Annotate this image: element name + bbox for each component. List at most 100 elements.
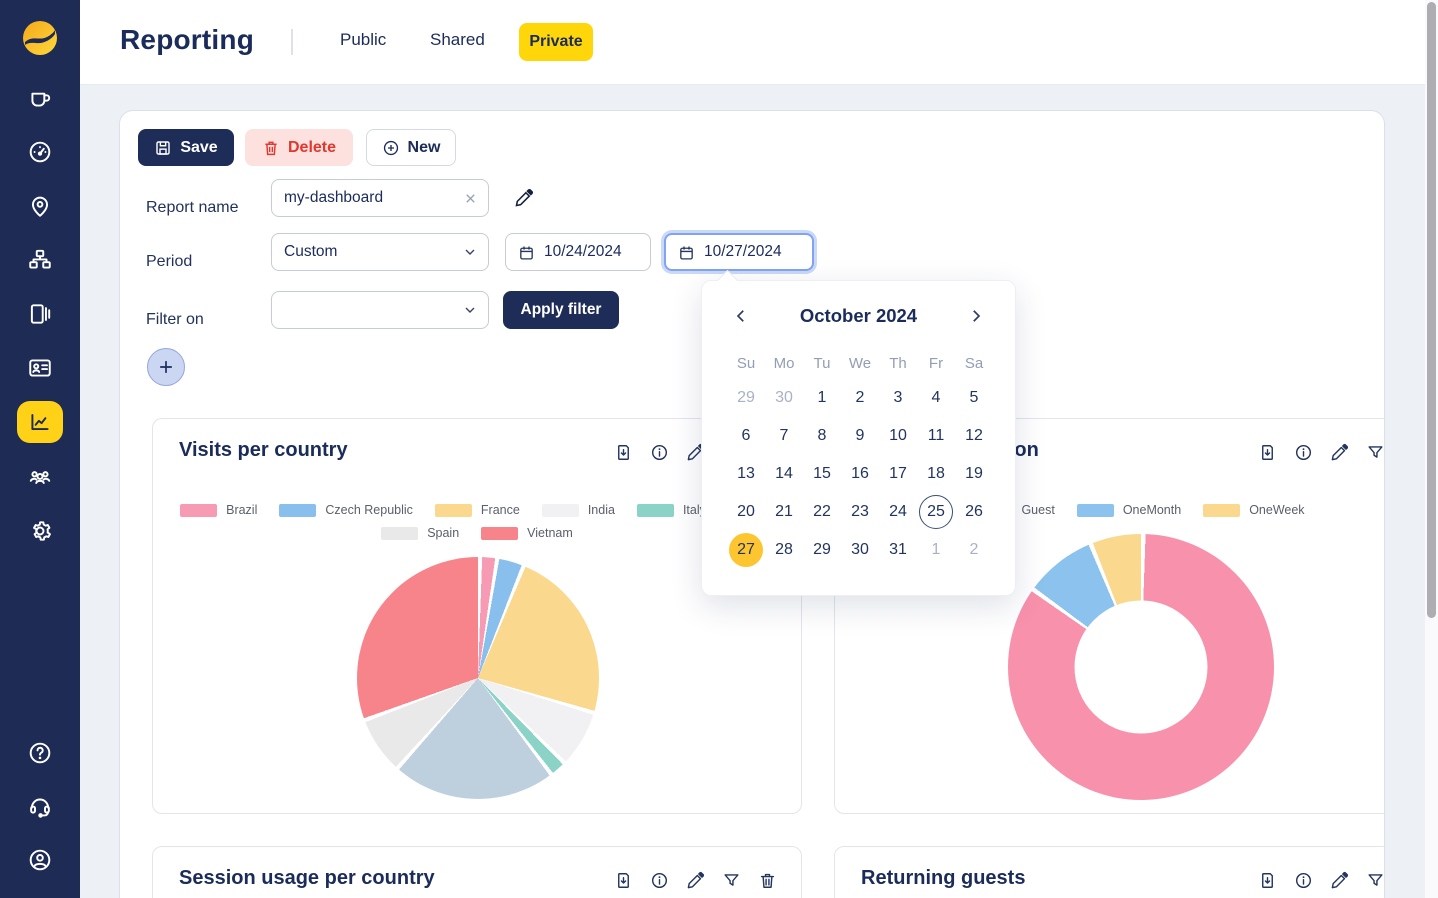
page-title: Reporting bbox=[120, 24, 255, 55]
report-name-label: Report name bbox=[146, 199, 239, 216]
sidebar-item-help[interactable] bbox=[0, 731, 80, 775]
calendar-day[interactable]: 23 bbox=[851, 503, 869, 520]
calendar-day[interactable]: 30 bbox=[775, 389, 793, 406]
calendar-day[interactable]: 5 bbox=[969, 389, 979, 406]
calendar-day[interactable]: 8 bbox=[817, 427, 827, 444]
calendar-day[interactable]: 1 bbox=[817, 389, 827, 406]
sidebar-item-sitemap[interactable] bbox=[0, 238, 80, 282]
calendar-day[interactable]: 14 bbox=[775, 465, 793, 482]
tab-private[interactable]: Private bbox=[519, 23, 593, 61]
analytics-icon bbox=[31, 413, 49, 431]
download-icon[interactable] bbox=[614, 871, 633, 890]
legend-swatch bbox=[1076, 503, 1114, 517]
calendar-day[interactable]: 20 bbox=[737, 503, 755, 520]
date-from-input[interactable]: 10/24/2024 bbox=[505, 233, 651, 271]
calendar-day[interactable]: 2 bbox=[855, 389, 865, 406]
legend-label: Vietnam bbox=[527, 526, 573, 540]
legend-swatch bbox=[434, 503, 472, 517]
edit-report-name-icon[interactable] bbox=[514, 188, 534, 208]
calendar-day[interactable]: 7 bbox=[779, 427, 789, 444]
calendar-day[interactable]: 11 bbox=[927, 427, 945, 444]
legend-label: OneWeek bbox=[1249, 503, 1305, 517]
calendar-day[interactable]: 2 bbox=[969, 541, 979, 558]
filter-select[interactable] bbox=[271, 291, 489, 329]
app-logo[interactable] bbox=[23, 21, 57, 55]
period-select[interactable]: Custom bbox=[271, 233, 489, 271]
sidebar-item-account[interactable] bbox=[0, 838, 80, 882]
chart-card-title: Returning guests bbox=[861, 867, 1026, 889]
edit-icon[interactable] bbox=[1330, 871, 1349, 890]
calendar-day[interactable]: 6 bbox=[741, 427, 751, 444]
sidebar-item-support-headset[interactable] bbox=[0, 784, 80, 828]
legend-item: Vietnam bbox=[481, 526, 573, 540]
tab-public[interactable]: Public bbox=[340, 30, 387, 49]
legend-label: Spain bbox=[427, 526, 460, 540]
report-name-input[interactable]: my-dashboard bbox=[271, 179, 489, 217]
calendar-day[interactable]: 29 bbox=[737, 389, 755, 406]
tab-shared[interactable]: Shared bbox=[430, 30, 485, 49]
calendar-day[interactable]: 16 bbox=[851, 465, 869, 482]
sidebar-item-dashboard-gauge[interactable] bbox=[0, 130, 80, 174]
apply-filter-button[interactable]: Apply filter bbox=[503, 291, 619, 329]
sidebar-item-location-pin[interactable] bbox=[0, 184, 80, 228]
trash-icon[interactable] bbox=[758, 871, 777, 890]
calendar-day-today[interactable]: 25 bbox=[917, 493, 955, 531]
calendar-day[interactable]: 15 bbox=[813, 465, 831, 482]
calendar-day[interactable]: 18 bbox=[927, 465, 945, 482]
sidebar-item-doors[interactable] bbox=[0, 292, 80, 336]
save-button[interactable]: Save bbox=[138, 129, 234, 166]
filter-icon[interactable] bbox=[1366, 871, 1385, 890]
calendar-day[interactable]: 28 bbox=[775, 541, 793, 558]
calendar-day[interactable]: 13 bbox=[737, 465, 755, 482]
filter-icon[interactable] bbox=[1366, 443, 1385, 462]
chevron-down-icon bbox=[465, 307, 475, 313]
calendar-day[interactable]: 24 bbox=[889, 503, 907, 520]
filter-icon[interactable] bbox=[722, 871, 741, 890]
download-icon[interactable] bbox=[614, 443, 633, 462]
sidebar-item-users[interactable] bbox=[0, 455, 80, 499]
calendar-day[interactable]: 10 bbox=[889, 427, 907, 444]
info-icon[interactable] bbox=[1294, 871, 1313, 890]
save-icon bbox=[156, 140, 171, 155]
add-widget-button[interactable] bbox=[147, 348, 185, 386]
calendar-day[interactable]: 3 bbox=[893, 389, 903, 406]
info-icon[interactable] bbox=[650, 871, 669, 890]
calendar-day[interactable]: 29 bbox=[813, 541, 831, 558]
download-icon[interactable] bbox=[1258, 443, 1277, 462]
calendar-day[interactable]: 12 bbox=[965, 427, 983, 444]
new-button[interactable]: New bbox=[366, 129, 456, 166]
previous-month-icon[interactable] bbox=[732, 307, 750, 325]
legend-label: Czech Republic bbox=[325, 503, 413, 517]
weekday-label: Tu bbox=[813, 354, 831, 372]
info-icon[interactable] bbox=[1294, 443, 1313, 462]
edit-icon[interactable] bbox=[686, 871, 705, 890]
calendar-day-selected[interactable]: 27 bbox=[727, 531, 765, 569]
clear-input-icon[interactable] bbox=[463, 191, 478, 206]
calendar-day[interactable]: 17 bbox=[889, 465, 907, 482]
info-icon[interactable] bbox=[650, 443, 669, 462]
calendar-day[interactable]: 4 bbox=[931, 389, 941, 406]
sidebar-item-coffee-cup[interactable] bbox=[0, 76, 80, 120]
edit-icon[interactable] bbox=[1330, 443, 1349, 462]
calendar-day[interactable]: 21 bbox=[775, 503, 793, 520]
download-icon[interactable] bbox=[1258, 871, 1277, 890]
date-to-input[interactable]: 10/27/2024 bbox=[664, 233, 814, 271]
calendar-day[interactable]: 19 bbox=[965, 465, 983, 482]
delete-button[interactable]: Delete bbox=[245, 129, 353, 166]
calendar-day[interactable]: 26 bbox=[965, 503, 983, 520]
calendar-day[interactable]: 1 bbox=[931, 541, 941, 558]
legend-item: OneWeek bbox=[1203, 503, 1305, 517]
legend-item: India bbox=[541, 503, 615, 517]
sidebar-item-analytics[interactable] bbox=[0, 400, 80, 444]
calendar-day[interactable]: 31 bbox=[889, 541, 907, 558]
vertical-scrollbar[interactable] bbox=[1425, 0, 1438, 898]
calendar-day[interactable]: 22 bbox=[813, 503, 831, 520]
scrollbar-thumb[interactable] bbox=[1427, 2, 1436, 618]
legend-item: France bbox=[434, 503, 520, 517]
sidebar-item-settings[interactable] bbox=[0, 509, 80, 553]
sidebar-item-id-card[interactable] bbox=[0, 346, 80, 390]
calendar-day[interactable]: 30 bbox=[851, 541, 869, 558]
calendar-day[interactable]: 9 bbox=[855, 427, 865, 444]
next-month-icon[interactable] bbox=[967, 307, 985, 325]
